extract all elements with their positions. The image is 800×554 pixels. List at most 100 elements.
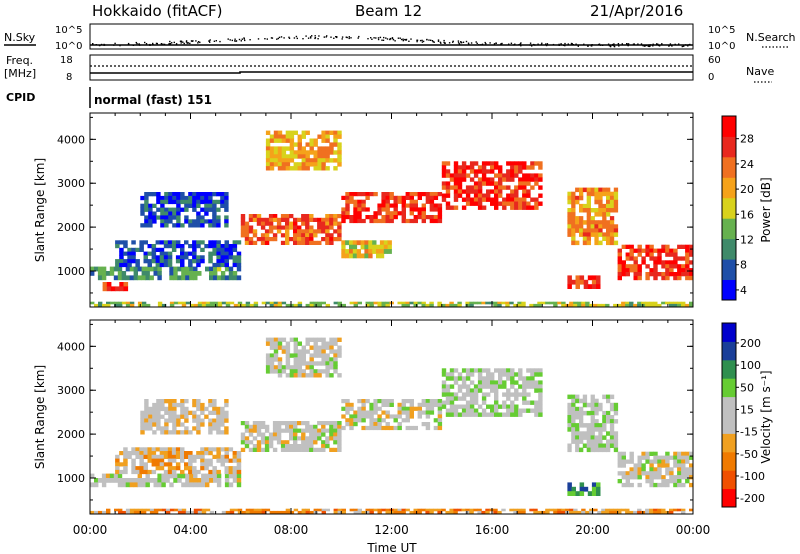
power-cell: [596, 275, 601, 281]
velocity-cell: [201, 482, 206, 488]
velocity-cell: [349, 418, 354, 423]
velocity-cell: [281, 345, 287, 350]
power-cell: [641, 256, 646, 261]
velocity-cell: [305, 428, 310, 433]
velocity-cell: [573, 508, 578, 512]
nsky-point: [444, 42, 446, 44]
power-cell: [317, 134, 322, 139]
power-cell: [216, 199, 221, 205]
velocity-cell: [144, 402, 149, 408]
velocity-cell: [321, 440, 326, 445]
velocity-cell: [579, 398, 584, 404]
power-cell: [657, 272, 662, 277]
power-cell: [188, 244, 193, 249]
power-cell: [514, 193, 519, 198]
velocity-cell: [649, 459, 654, 464]
velocity-cell: [437, 418, 443, 423]
velocity-cell: [109, 473, 115, 479]
velocity-cell: [133, 482, 138, 488]
power-cell: [585, 303, 590, 307]
power-cell: [365, 207, 370, 212]
velocity-cell: [596, 486, 601, 492]
velocity-cell: [665, 479, 670, 484]
velocity-cell: [216, 451, 221, 456]
velocity-cell: [449, 368, 455, 373]
velocity-cell: [469, 396, 475, 401]
velocity-cell: [285, 373, 291, 378]
velocity-heatmap: [90, 337, 694, 514]
power-cell: [253, 303, 259, 307]
power-colorbar-swatch: [722, 259, 736, 280]
velocity-cell: [172, 399, 177, 404]
power-cell: [673, 252, 678, 257]
velocity-cell: [297, 373, 302, 378]
power-cell: [493, 303, 498, 307]
velocity-cell: [591, 491, 597, 496]
velocity-cell: [196, 422, 201, 427]
power-cell: [208, 199, 213, 205]
velocity-cell: [184, 454, 189, 459]
power-cell: [224, 195, 229, 201]
velocity-cell: [494, 384, 499, 389]
power-cell: [309, 142, 314, 147]
power-cell: [140, 223, 145, 228]
velocity-cell: [661, 479, 666, 484]
power-cell: [285, 130, 291, 135]
power-cell: [224, 266, 230, 272]
velocity-cell: [665, 482, 670, 488]
nsky-trace: [90, 35, 693, 48]
power-cell: [224, 215, 229, 220]
velocity-cell: [313, 447, 318, 452]
power-ytick-label: 3000: [57, 177, 85, 190]
power-ylabel: Slant Range [km]: [33, 158, 47, 262]
power-cell: [333, 150, 338, 155]
velocity-cell: [185, 510, 191, 514]
velocity-cell: [171, 458, 177, 463]
velocity-cell: [216, 410, 221, 415]
velocity-cell: [309, 373, 314, 378]
power-cell: [633, 260, 638, 265]
power-cell: [633, 264, 638, 269]
power-cell: [581, 301, 586, 305]
velocity-cell: [184, 426, 189, 431]
velocity-cell: [681, 455, 686, 460]
power-cell: [461, 197, 467, 202]
velocity-cell: [256, 428, 262, 433]
velocity-cell: [514, 388, 519, 393]
velocity-cell: [313, 345, 318, 350]
power-cell: [325, 146, 330, 151]
velocity-cell: [157, 482, 162, 488]
power-cell: [586, 203, 591, 209]
velocity-cell: [538, 404, 543, 409]
power-cell: [269, 158, 275, 163]
power-cell: [325, 134, 330, 139]
power-cell: [534, 201, 539, 206]
power-cell: [115, 262, 120, 268]
velocity-cell: [167, 469, 173, 475]
velocity-cell: [197, 510, 203, 514]
velocity-cell: [497, 510, 502, 514]
power-cell: [157, 301, 163, 305]
power-cell: [212, 247, 217, 252]
power-cell: [321, 229, 326, 234]
velocity-cell: [571, 423, 576, 428]
power-cell: [216, 240, 221, 245]
velocity-cell: [171, 466, 177, 471]
velocity-cell: [289, 510, 295, 514]
velocity-cell: [289, 428, 294, 433]
freq-panel: [89, 54, 694, 81]
power-cell: [196, 223, 201, 228]
velocity-colorbar-tick-label: 100: [740, 359, 761, 372]
velocity-cell: [594, 447, 599, 453]
nsky-point: [199, 41, 201, 44]
velocity-cell: [510, 412, 515, 417]
velocity-cell: [453, 376, 459, 381]
nsky-point: [264, 38, 266, 40]
power-cell: [192, 259, 197, 264]
power-cell: [606, 187, 611, 193]
velocity-cell: [168, 414, 173, 419]
velocity-cell: [502, 400, 507, 405]
power-cell: [317, 158, 322, 163]
velocity-cell: [143, 462, 148, 467]
power-cell: [157, 303, 163, 307]
